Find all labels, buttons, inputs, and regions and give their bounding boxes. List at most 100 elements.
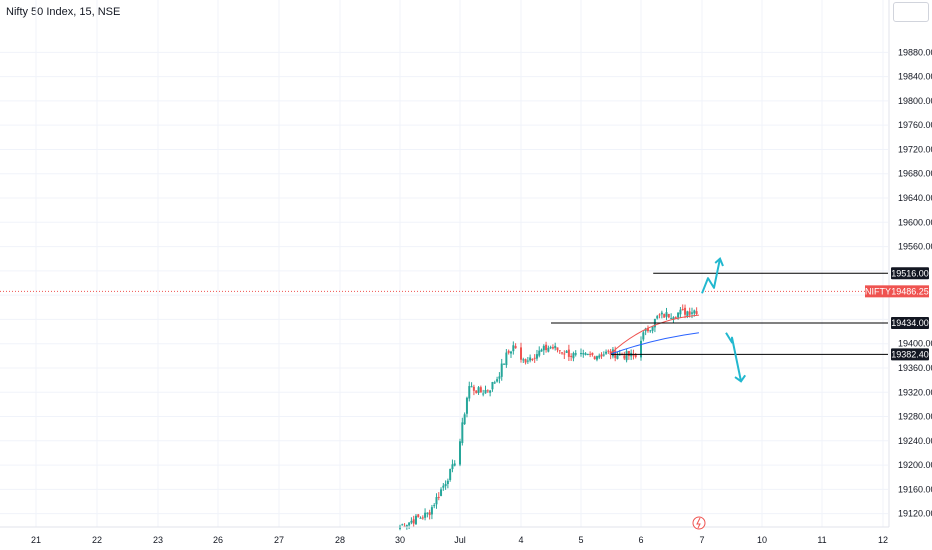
x-tick-label: 23: [153, 535, 163, 545]
level-badge-label: 19434.00: [891, 318, 929, 328]
candle-body: [449, 468, 452, 480]
candle-body: [421, 517, 424, 519]
candle-body: [695, 311, 698, 315]
candle-body: [435, 497, 438, 505]
candle-body: [640, 340, 642, 358]
candle-body: [419, 517, 422, 519]
symbol-badge: [865, 285, 891, 298]
candle-body: [600, 354, 603, 357]
candle-body: [479, 387, 482, 393]
candle-body: [672, 317, 675, 320]
candle-body: [446, 480, 449, 485]
candle-body: [642, 332, 645, 340]
ema-slow-line: [610, 332, 700, 355]
y-tick-label: 19600.00: [898, 217, 932, 227]
candle-body: [580, 353, 582, 355]
candle-body: [545, 344, 548, 351]
candle-body: [512, 345, 515, 352]
candle-body: [540, 349, 543, 352]
candle-body: [401, 524, 404, 526]
candle-body: [602, 354, 605, 356]
y-tick-label: 19160.00: [898, 484, 932, 494]
level-badge: [891, 317, 929, 330]
candle-body: [679, 309, 682, 315]
x-tick-label: 7: [699, 535, 704, 545]
y-tick-label: 19760.00: [898, 120, 932, 130]
candle-body: [482, 393, 485, 395]
y-axis: 19880.00 19840.00 19800.00 19760.00 19720.00…: [888, 0, 932, 527]
y-tick-label: 19560.00: [898, 242, 932, 252]
y-tick-label: 19680.00: [898, 169, 932, 179]
y-tick-label: 19120.00: [898, 509, 932, 519]
grid-lines: [0, 0, 888, 527]
candle-body: [424, 512, 427, 518]
candle-body: [507, 350, 510, 353]
candle-body: [567, 349, 570, 357]
candle-body: [632, 354, 635, 356]
level-badge: [891, 267, 929, 280]
ema-fast-line: [610, 314, 699, 354]
candle-body: [690, 312, 693, 314]
y-tick-label: 19640.00: [898, 193, 932, 203]
candle-body: [677, 312, 680, 318]
candle-body: [674, 316, 677, 318]
candle-body: [646, 328, 649, 332]
x-tick-label: Jul: [454, 535, 466, 545]
candle-body: [465, 397, 468, 414]
candle-body: [442, 485, 445, 488]
last-price-badge-label: 19486.25: [891, 286, 929, 296]
x-tick-label: 21: [31, 535, 41, 545]
candle-body: [475, 390, 478, 393]
candle-body: [688, 311, 691, 315]
x-tick-label: 11: [817, 535, 826, 545]
candle-body: [565, 350, 568, 353]
candle-body: [542, 345, 545, 351]
x-tick-label: 4: [518, 535, 523, 545]
candle-body: [625, 351, 628, 361]
candle-body: [468, 386, 471, 399]
chart-extras: [692, 516, 706, 530]
candle-body: [598, 355, 601, 358]
y-tick-label: 19360.00: [898, 363, 932, 373]
x-tick-label: 12: [878, 535, 888, 545]
y-tick-label: 19200.00: [898, 460, 932, 470]
candle-body: [667, 313, 670, 318]
candle-body: [593, 356, 596, 360]
candle-body: [440, 489, 443, 496]
candle-body: [554, 345, 557, 349]
candle-body: [684, 307, 687, 315]
candle-body: [609, 351, 612, 355]
candle-body: [591, 352, 594, 355]
level-badge-label: 19516.00: [891, 268, 929, 278]
candle-body: [551, 347, 554, 349]
candle-body: [649, 330, 652, 332]
lightning-glyph: [696, 517, 701, 529]
candle-body: [486, 390, 489, 392]
candle-body: [410, 520, 413, 523]
x-tick-label: 10: [757, 535, 767, 545]
x-tick-label: 27: [274, 535, 284, 545]
y-tick-label: 19320.00: [898, 387, 932, 397]
candle-body: [417, 514, 420, 518]
candle-body: [563, 353, 566, 355]
y-tick-label: 19240.00: [898, 436, 932, 446]
candle-body: [493, 382, 496, 384]
y-tick-label: 19840.00: [898, 72, 932, 82]
candle-body: [644, 328, 647, 332]
candle-body: [605, 351, 608, 354]
candle-body: [526, 360, 529, 362]
level-badge: [891, 348, 929, 361]
candle-body: [514, 346, 517, 349]
candle-body: [574, 353, 577, 355]
candle-body: [623, 355, 626, 359]
candle-body: [505, 352, 508, 366]
candle-body: [430, 507, 433, 515]
candle-body: [589, 353, 592, 355]
x-tick-label: 5: [578, 535, 583, 545]
x-tick-label: 30: [395, 535, 405, 545]
settings-box[interactable]: [893, 2, 929, 22]
candle-body: [660, 312, 663, 315]
candle-body: [663, 314, 666, 318]
candle-body: [616, 355, 619, 359]
